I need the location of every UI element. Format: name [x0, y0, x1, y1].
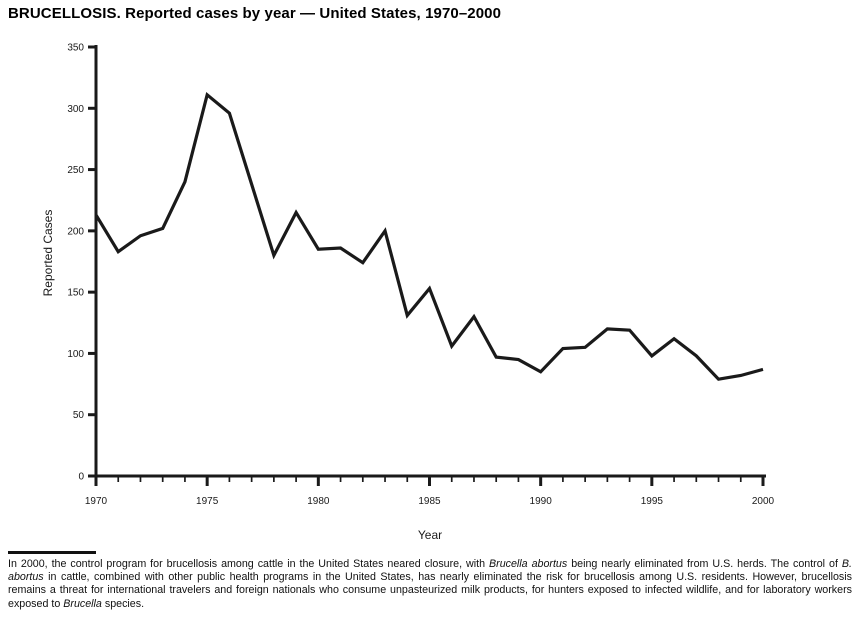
svg-text:1995: 1995	[641, 496, 664, 507]
axis-ticks	[88, 45, 765, 486]
svg-text:2000: 2000	[752, 496, 775, 507]
axis-tick-labels: 0 50 100 150 200 250 300 350 1970 1975 1980 1985 199…	[67, 43, 774, 508]
chart-axes	[94, 45, 766, 478]
svg-text:1970: 1970	[85, 496, 108, 507]
svg-text:350: 350	[67, 43, 84, 54]
y-axis-title: Reported Cases	[41, 210, 55, 297]
data-line	[94, 91, 764, 381]
x-axis-title: Year	[418, 528, 442, 542]
svg-text:100: 100	[67, 349, 84, 360]
chart-title: BRUCELLOSIS. Reported cases by year — Un…	[8, 5, 502, 22]
svg-text:1975: 1975	[196, 496, 219, 507]
line-chart: 0 50 100 150 200 250 300 350 1970 1975 1980 1985 199…	[41, 43, 775, 543]
svg-text:300: 300	[67, 104, 84, 115]
svg-text:200: 200	[67, 226, 84, 237]
footnote-rule	[8, 551, 96, 554]
svg-text:50: 50	[73, 410, 85, 421]
svg-text:1980: 1980	[307, 496, 330, 507]
svg-text:250: 250	[67, 165, 84, 176]
footnote: In 2000, the control program for brucell…	[8, 551, 852, 611]
svg-text:150: 150	[67, 288, 84, 299]
svg-text:1985: 1985	[418, 496, 441, 507]
footnote-text: In 2000, the control program for brucell…	[8, 557, 852, 610]
svg-text:1990: 1990	[530, 496, 553, 507]
svg-text:0: 0	[78, 472, 84, 483]
